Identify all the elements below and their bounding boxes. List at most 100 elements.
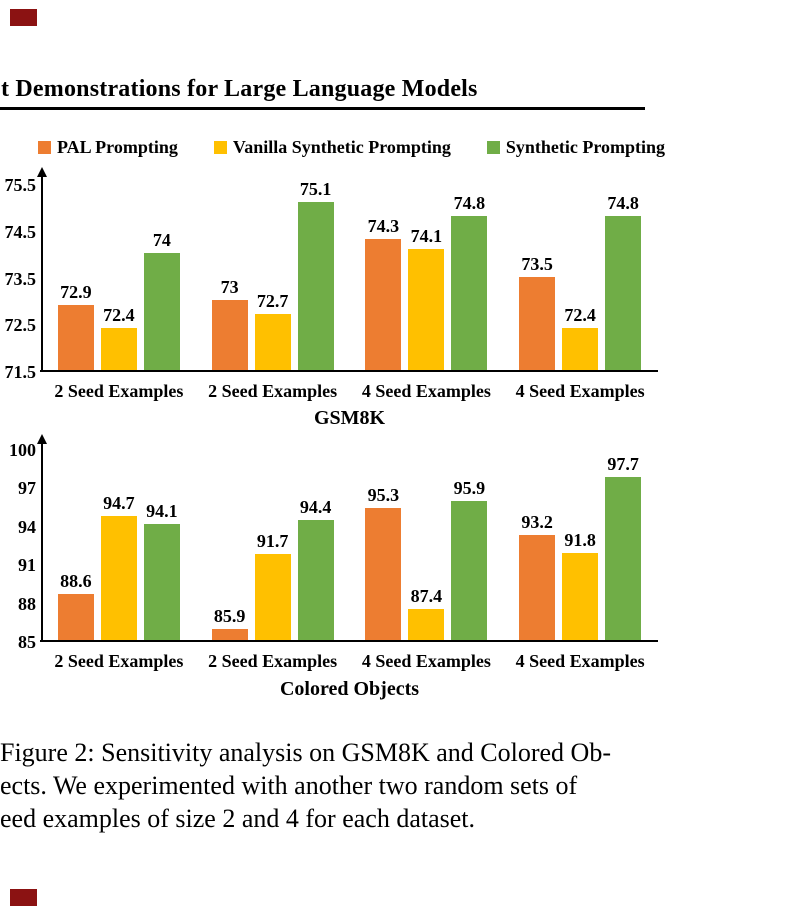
bar-group: 72.9 72.4 74 xyxy=(57,229,180,370)
bar-value-label: 97.7 xyxy=(607,454,639,475)
bar-value-label: 85.9 xyxy=(213,605,246,626)
x-category-label: 2 Seed Examples xyxy=(208,381,338,401)
x-category-label: 2 Seed Examples xyxy=(54,651,184,671)
bar-column: 72.4 xyxy=(562,304,599,370)
bar-value-label: 72.7 xyxy=(256,290,289,311)
bar-groups: 88.6 94.7 94.1 85.9 91.7 94.4 95.3 87.4 95.9 93.2… xyxy=(42,440,657,640)
header-rule xyxy=(0,107,645,110)
caption-line: Figure 2: Sensitivity analysis on GSM8K … xyxy=(0,738,611,767)
y-axis-arrow-icon xyxy=(37,434,47,444)
bar-group: 73 72.7 75.1 xyxy=(211,178,334,370)
bar-value-label: 91.7 xyxy=(256,531,289,552)
x-category-label: 4 Seed Examples xyxy=(515,381,645,401)
bar-value-label: 91.8 xyxy=(564,530,596,550)
bar xyxy=(100,515,137,640)
bar-group: 85.9 91.7 94.4 xyxy=(211,496,334,640)
bar-column: 74.1 xyxy=(408,225,445,370)
bar xyxy=(408,609,445,640)
bar xyxy=(254,313,291,370)
bar-column: 72.4 xyxy=(100,304,137,370)
bar xyxy=(408,248,445,370)
bar xyxy=(562,327,599,370)
bar-value-label: 74.8 xyxy=(607,192,639,213)
bar-value-label: 94.7 xyxy=(103,492,135,513)
bar-column: 87.4 xyxy=(408,585,445,640)
bar-value-label: 94.4 xyxy=(299,496,332,517)
y-tick-label: 88 xyxy=(18,593,36,614)
bar-value-label: 94.1 xyxy=(146,500,178,521)
bar-group: 73.5 72.4 74.8 xyxy=(519,192,642,370)
bar-value-label: 87.4 xyxy=(410,586,443,607)
bar-column: 95.3 xyxy=(365,484,402,640)
chart-title-colored-objects: Colored Objects xyxy=(279,678,420,700)
bar-group: 93.2 91.8 97.7 xyxy=(519,453,642,640)
bar-value-label: 74 xyxy=(152,230,171,251)
y-tick-label: 100 xyxy=(9,440,36,460)
bar-column: 73 xyxy=(211,276,248,370)
bar xyxy=(451,500,488,640)
chart-title-gsm8k: GSM8K xyxy=(313,407,386,429)
bar-column: 94.1 xyxy=(143,500,180,640)
bar xyxy=(211,299,248,370)
legend-item-vanilla-synthetic: Vanilla Synthetic Prompting xyxy=(213,137,451,158)
bar-group: 88.6 94.7 94.1 xyxy=(57,492,180,640)
bar xyxy=(519,276,556,370)
bar-column: 95.9 xyxy=(451,477,488,640)
bar-value-label: 74.1 xyxy=(410,225,443,246)
bar xyxy=(254,554,291,640)
bar-column: 75.1 xyxy=(297,178,334,370)
bar xyxy=(297,201,334,370)
x-axis-line xyxy=(40,640,658,642)
red-marker-bottom xyxy=(10,889,37,906)
bar xyxy=(451,215,488,370)
bar-group: 74.3 74.1 74.8 xyxy=(365,192,488,370)
bar-value-label: 73.5 xyxy=(521,253,553,274)
x-category-label: 4 Seed Examples xyxy=(361,381,491,401)
bar-value-label: 75.1 xyxy=(299,178,332,199)
bar-value-label: 95.3 xyxy=(367,485,400,506)
bar xyxy=(365,508,402,640)
bar-column: 91.8 xyxy=(562,529,599,640)
legend-swatch-green-icon xyxy=(486,141,500,154)
running-header-title: t Demonstrations for Large Language Mode… xyxy=(1,76,478,102)
bar xyxy=(100,327,137,370)
y-axis-arrow-icon xyxy=(37,167,47,177)
x-axis-line xyxy=(40,370,658,372)
x-category-label: 2 Seed Examples xyxy=(208,651,338,671)
bar xyxy=(297,519,334,640)
legend-label: Synthetic Prompting xyxy=(505,137,666,157)
bar-column: 74.8 xyxy=(451,192,488,370)
bar-column: 94.4 xyxy=(297,496,334,640)
bar-column: 73.5 xyxy=(519,253,556,370)
x-category-label: 2 Seed Examples xyxy=(54,381,184,401)
legend-swatch-orange-icon xyxy=(38,141,51,154)
x-category-label: 4 Seed Examples xyxy=(361,651,491,671)
bar-column: 93.2 xyxy=(519,511,556,640)
bar-column: 91.7 xyxy=(254,530,291,640)
bar-group: 95.3 87.4 95.9 xyxy=(365,477,488,640)
legend-label: PAL Prompting xyxy=(57,137,178,157)
x-category-label: 4 Seed Examples xyxy=(515,651,645,671)
bar-column: 74.8 xyxy=(605,192,642,370)
bar-column: 72.9 xyxy=(57,281,94,370)
bar-value-label: 72.4 xyxy=(103,304,135,325)
bar xyxy=(365,239,402,370)
y-tick-label: 94 xyxy=(18,516,36,537)
bar xyxy=(57,593,94,640)
red-marker-top xyxy=(10,9,37,26)
bar-value-label: 88.6 xyxy=(60,570,92,591)
bar xyxy=(605,477,642,640)
y-axis-line xyxy=(41,176,43,371)
bar-value-label: 72.4 xyxy=(564,304,596,325)
y-tick-label: 91 xyxy=(18,555,36,576)
caption-line: eed examples of size 2 and 4 for each da… xyxy=(0,804,476,833)
bar-column: 74.3 xyxy=(365,215,402,370)
bar xyxy=(562,553,599,640)
bar xyxy=(57,304,94,370)
bar-value-label: 72.9 xyxy=(60,281,92,302)
bar-groups: 72.9 72.4 74 73 72.7 75.1 74.3 74.1 74.8 73.5 72.4… xyxy=(42,172,657,370)
y-axis-line xyxy=(41,443,43,641)
bar-value-label: 73 xyxy=(220,276,239,297)
bar-column: 74 xyxy=(143,229,180,370)
legend-item-pal: PAL Prompting xyxy=(38,137,178,158)
